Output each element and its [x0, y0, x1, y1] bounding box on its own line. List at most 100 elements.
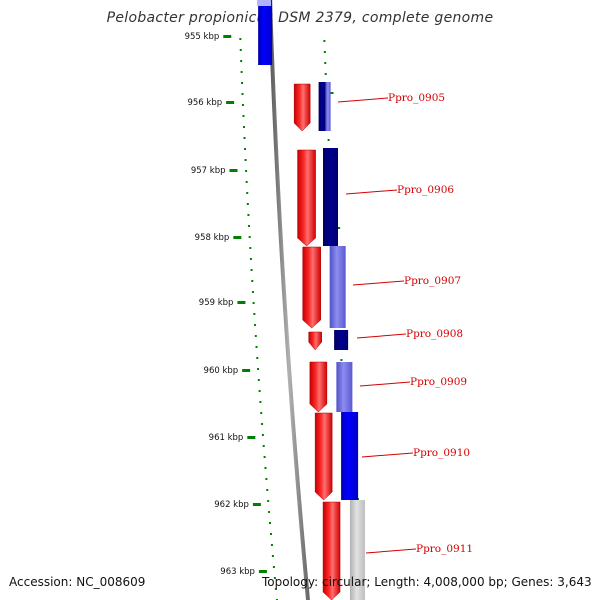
scale-dot — [259, 401, 262, 403]
scale-dot — [260, 412, 263, 414]
gene-leader-line — [359, 381, 411, 387]
scale-dot — [271, 555, 274, 557]
gene-label: Ppro_0911 — [416, 543, 473, 555]
kbp-tick — [233, 236, 242, 239]
scale-dot — [251, 280, 254, 282]
guide-dot — [323, 51, 326, 53]
scale-dot — [254, 335, 257, 337]
gene-label: Ppro_0908 — [406, 328, 463, 340]
gene-leader-line — [365, 548, 417, 554]
forward-gene-arrow — [302, 246, 321, 329]
forward-gene-arrow — [309, 361, 328, 413]
scale-dot — [266, 489, 269, 491]
scale-dot — [269, 522, 272, 524]
guide-dot — [323, 40, 326, 42]
kbp-tick — [229, 169, 238, 172]
scale-dot — [249, 258, 252, 260]
gene-label: Ppro_0910 — [413, 447, 470, 459]
reverse-gene-block — [336, 362, 353, 412]
scale-dot — [263, 456, 266, 458]
kbp-label: 958 kbp — [195, 233, 230, 243]
scale-dot — [272, 566, 275, 568]
genome-backbone — [268, 0, 310, 600]
scale-dot — [267, 500, 270, 502]
reverse-gene-block — [257, 0, 272, 6]
kbp-label: 960 kbp — [204, 366, 239, 376]
scale-dot — [252, 302, 255, 304]
scale-dot — [250, 269, 253, 271]
kbp-tick — [237, 301, 246, 304]
accession-text: Accession: NC_008609 — [9, 575, 146, 589]
scale-dot — [264, 467, 267, 469]
kbp-label: 963 kbp — [220, 567, 255, 577]
reverse-gene-block — [258, 0, 273, 65]
kbp-label: 962 kbp — [214, 500, 249, 510]
scale-dot — [253, 313, 256, 315]
kbp-tick — [242, 369, 251, 372]
scale-dot — [246, 203, 249, 205]
scale-dot — [251, 291, 254, 293]
kbp-tick — [252, 503, 261, 506]
genome-summary-text: Topology: circular; Length: 4,008,000 bp… — [262, 575, 592, 589]
map-title: Pelobacter propionicus DSM 2379, complet… — [106, 10, 494, 26]
scale-dot — [245, 170, 248, 172]
scale-dot — [270, 544, 273, 546]
gene-leader-line — [337, 97, 389, 103]
scale-dot — [261, 434, 264, 436]
scale-dot — [241, 82, 244, 84]
scale-dot — [247, 214, 250, 216]
scale-dot — [265, 478, 268, 480]
gene-leader-line — [345, 189, 398, 195]
kbp-label: 955 kbp — [185, 32, 220, 42]
scale-dot — [269, 533, 272, 535]
scale-dot — [274, 588, 277, 590]
scale-dot — [273, 577, 276, 579]
guide-dot — [340, 359, 343, 361]
scale-dot — [242, 115, 245, 117]
scale-dot — [243, 137, 246, 139]
scale-dot — [242, 126, 245, 128]
scale-dot — [239, 49, 242, 51]
scale-dot — [261, 423, 264, 425]
reverse-gene-block — [318, 82, 326, 131]
forward-gene-arrow — [314, 412, 333, 501]
scale-dot — [258, 390, 261, 392]
scale-dot — [257, 379, 260, 381]
scale-dot — [241, 93, 244, 95]
scale-dot — [245, 181, 248, 183]
reverse-gene-block — [334, 330, 349, 350]
reverse-gene-block — [329, 246, 346, 328]
kbp-tick — [226, 101, 235, 104]
scale-dot — [246, 192, 249, 194]
kbp-tick — [223, 35, 232, 38]
scale-dot — [248, 236, 251, 238]
forward-gene-arrow — [297, 149, 316, 247]
gene-leader-line — [356, 333, 407, 339]
scale-dot — [255, 346, 258, 348]
scale-dot — [268, 511, 271, 513]
kbp-label: 961 kbp — [209, 433, 244, 443]
gene-label: Ppro_0907 — [404, 275, 461, 287]
scale-dot — [240, 60, 243, 62]
kbp-label: 956 kbp — [187, 98, 222, 108]
reverse-gene-block — [341, 412, 359, 500]
guide-dot — [327, 139, 330, 141]
guide-dot — [324, 62, 327, 64]
reverse-gene-block — [325, 82, 331, 131]
scale-dot — [249, 247, 252, 249]
scale-dot — [254, 324, 257, 326]
scale-dot — [242, 104, 245, 106]
kbp-label: 957 kbp — [191, 166, 226, 176]
reverse-gene-block — [349, 500, 365, 600]
gene-leader-line — [352, 280, 405, 286]
guide-dot — [324, 73, 327, 75]
forward-gene-arrow — [293, 83, 311, 132]
gene-leader-line — [361, 452, 414, 458]
kbp-tick — [258, 570, 267, 573]
scale-dot — [256, 357, 259, 359]
scale-dot — [244, 148, 247, 150]
scale-dot — [257, 368, 260, 370]
scale-dot — [248, 225, 251, 227]
